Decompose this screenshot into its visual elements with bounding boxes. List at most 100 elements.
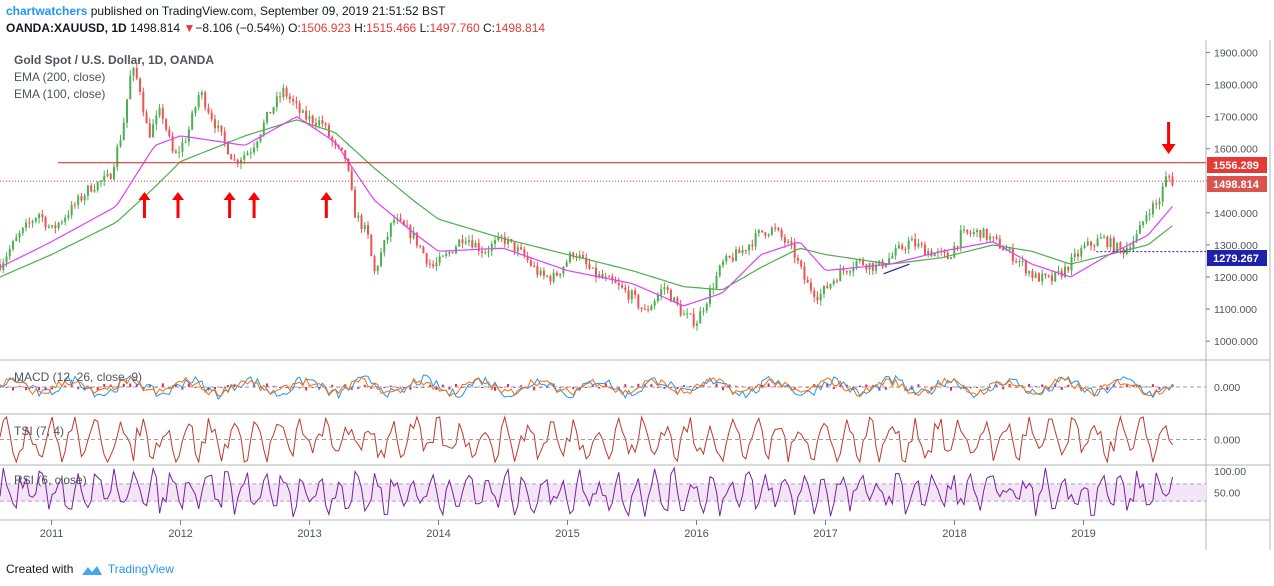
candle-body: [28, 223, 30, 224]
candle-body: [374, 256, 376, 271]
candle-body: [279, 96, 281, 97]
time-tick-label: 2018: [942, 528, 966, 540]
candle-body: [957, 246, 959, 247]
candle-body: [943, 251, 945, 252]
candle-body: [133, 68, 135, 76]
candle-body: [224, 131, 226, 141]
macd-histogram-bar: [25, 387, 27, 390]
candle-body: [986, 229, 988, 240]
candle-body: [97, 182, 99, 190]
candle-body: [562, 267, 564, 274]
tradingview-brand-link[interactable]: TradingView: [108, 562, 174, 576]
candle-body: [419, 246, 421, 247]
candle-body: [618, 283, 620, 285]
candle-body: [540, 271, 542, 275]
candle-body: [1009, 248, 1011, 249]
price-chart-svg[interactable]: 1900.0001800.0001700.0001600.0001500.000…: [0, 40, 1274, 560]
macd-histogram-bar: [299, 387, 301, 388]
candle-body: [517, 247, 519, 251]
candle-body: [155, 115, 157, 124]
candle-body: [569, 253, 571, 262]
candle-body: [1057, 271, 1059, 272]
candle-body: [777, 228, 779, 230]
candle-body: [361, 215, 363, 229]
candle-body: [914, 239, 916, 246]
price-tick-label: 1200.000: [1214, 272, 1258, 284]
candle-body: [722, 261, 724, 265]
candle-body: [194, 107, 196, 113]
candle-body: [35, 218, 37, 221]
candle-body: [64, 218, 66, 222]
chart-area[interactable]: 1900.0001800.0001700.0001600.0001500.000…: [0, 40, 1274, 565]
macd-histogram-bar: [129, 384, 131, 387]
candle-body: [113, 167, 115, 179]
candle-body: [351, 171, 353, 190]
candle-body: [979, 230, 981, 238]
candle-body: [1031, 271, 1033, 278]
macd-tick-label: 0.000: [1214, 382, 1240, 394]
candle-body: [1097, 239, 1099, 246]
candle-body: [289, 96, 291, 99]
candle-body: [520, 247, 522, 249]
candle-body: [370, 235, 372, 257]
candle-body: [683, 314, 685, 315]
macd-histogram-bar: [585, 387, 587, 388]
candle-body: [1129, 247, 1131, 248]
candle-body: [54, 225, 56, 228]
publish-line: chartwatchers published on TradingView.c…: [6, 3, 545, 20]
candle-body: [556, 273, 558, 276]
macd-histogram-bar: [396, 387, 398, 388]
candle-body: [536, 266, 538, 275]
candle-body: [364, 225, 366, 229]
candle-body: [15, 237, 17, 241]
candle-body: [810, 283, 812, 291]
symbol-label[interactable]: OANDA:XAUUSD, 1D: [6, 21, 127, 35]
candle-body: [302, 111, 304, 113]
candle-body: [204, 92, 206, 107]
candle-body: [660, 289, 662, 295]
candle-body: [90, 186, 92, 192]
candle-body: [797, 258, 799, 261]
candle-body: [247, 153, 249, 155]
candle-body: [139, 79, 141, 92]
macd-histogram-bar: [305, 387, 307, 390]
up-arrow-head: [248, 192, 260, 200]
candle-body: [110, 174, 112, 179]
macd-histogram-bar: [162, 383, 164, 387]
support-price-text: 1279.267: [1213, 253, 1259, 265]
candle-body: [439, 256, 441, 262]
price-tick-label: 1600.000: [1214, 144, 1258, 156]
price-tick-label: 1900.000: [1214, 47, 1258, 59]
candle-body: [872, 263, 874, 271]
candle-body: [168, 130, 170, 137]
candle-body: [126, 99, 128, 122]
candle-body: [93, 190, 95, 192]
candle-body: [142, 92, 144, 112]
candle-body: [474, 243, 476, 248]
candle-body: [546, 276, 548, 277]
candle-body: [435, 263, 437, 267]
candle-body: [1041, 274, 1043, 282]
time-tick-label: 2013: [297, 528, 321, 540]
candle-body: [908, 241, 910, 249]
candle-body: [185, 142, 187, 143]
candle-body: [178, 152, 180, 153]
tradingview-logo-icon: [81, 564, 103, 576]
author-link[interactable]: chartwatchers: [6, 4, 87, 18]
macd-histogram-bar: [950, 387, 952, 391]
macd-histogram-bar: [390, 386, 392, 387]
candle-body: [530, 260, 532, 266]
macd-histogram-bar: [488, 387, 490, 388]
macd-histogram-bar: [214, 387, 216, 389]
candle-body: [387, 237, 389, 240]
down-triangle-icon: ▼: [183, 21, 195, 35]
candle-body: [790, 241, 792, 243]
candle-body: [1054, 272, 1056, 281]
candle-body: [702, 311, 704, 312]
candle-body: [1077, 253, 1079, 256]
candle-body: [165, 119, 167, 129]
candle-body: [816, 297, 818, 300]
candle-body: [6, 256, 8, 262]
candle-body: [491, 244, 493, 251]
candle-body: [1044, 274, 1046, 276]
